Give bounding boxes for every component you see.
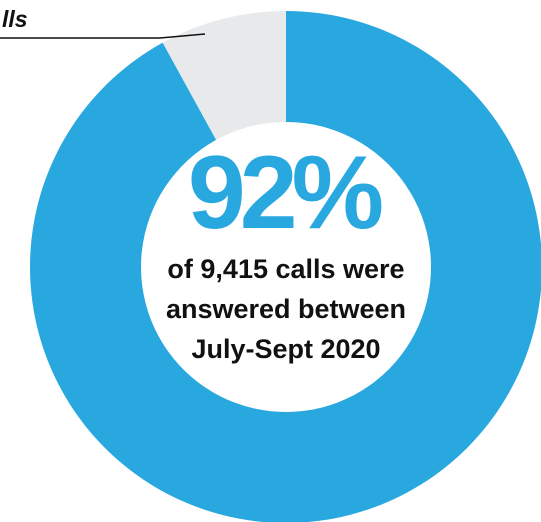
annotation: July-Sept 2020 (191, 334, 380, 364)
slice (162, 11, 286, 140)
slice-label: lls (2, 6, 28, 32)
annotation: answered between (166, 294, 406, 324)
leader-line (0, 33, 206, 39)
annotation: of 9,415 calls were (167, 254, 404, 284)
slice (30, 11, 541, 522)
donut (30, 11, 541, 522)
center-value: 92% (188, 135, 382, 251)
